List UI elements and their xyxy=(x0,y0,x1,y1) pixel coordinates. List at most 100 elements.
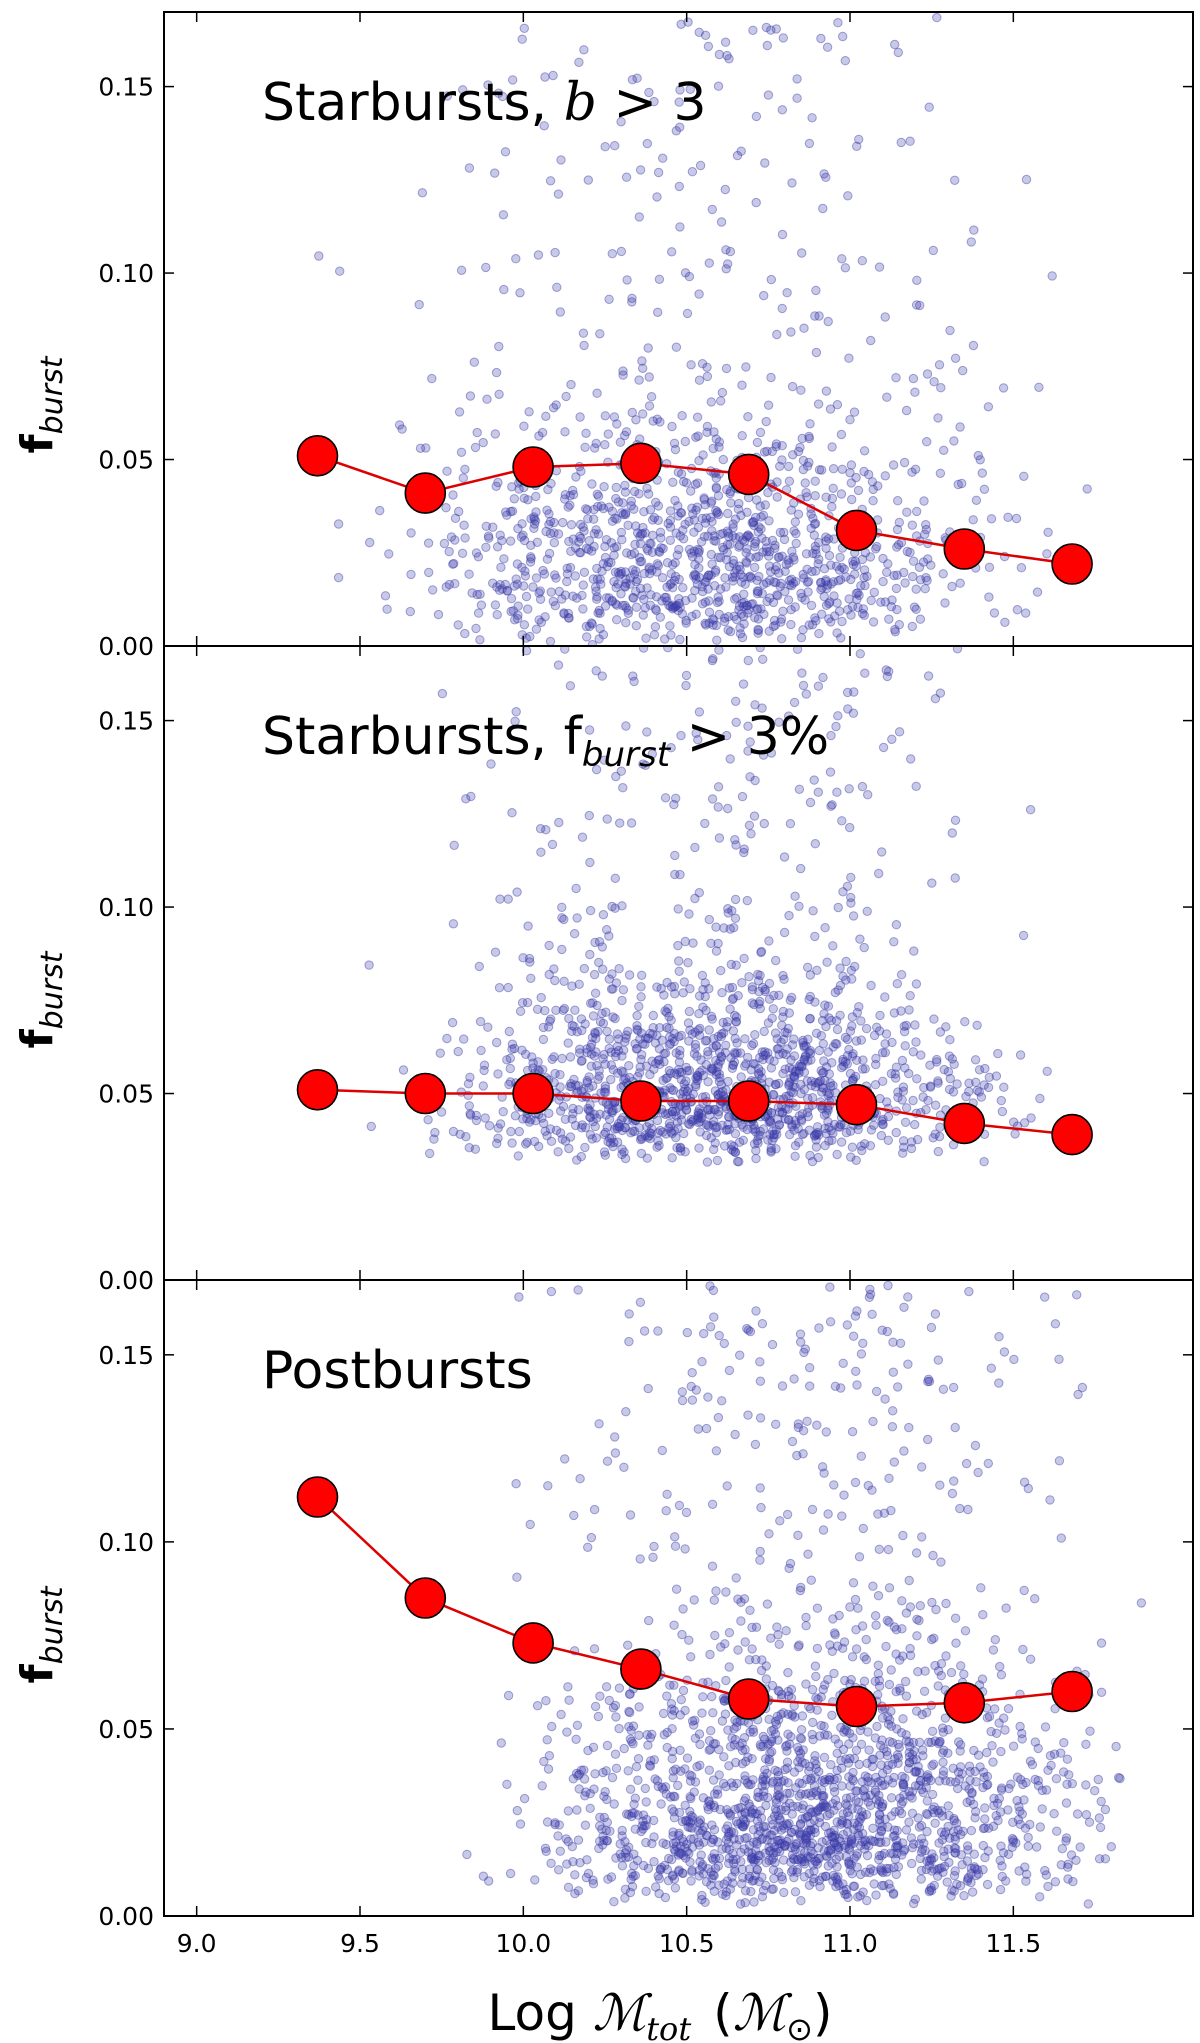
scatter-point xyxy=(874,262,885,272)
scatter-point xyxy=(895,1683,905,1694)
scatter-point xyxy=(663,1876,674,1886)
scatter-point xyxy=(658,1127,668,1137)
scatter-point xyxy=(1016,1775,1026,1785)
scatter-point xyxy=(784,1798,795,1808)
scatter-point xyxy=(671,1584,682,1594)
scatter-point xyxy=(708,1120,718,1130)
scatter-point xyxy=(722,526,733,536)
scatter-point xyxy=(1021,174,1032,185)
scatter-point xyxy=(748,1059,759,1069)
ylabel-main: f xyxy=(12,433,63,453)
scatter-point xyxy=(844,1860,855,1870)
scatter-point xyxy=(604,974,614,984)
scatter-point xyxy=(986,1363,996,1373)
scatter-point xyxy=(700,1897,710,1908)
scatter-point xyxy=(632,1020,642,1031)
scatter-point xyxy=(939,445,949,455)
scatter-point xyxy=(1023,1841,1034,1851)
scatter-point xyxy=(761,578,772,588)
scatter-point xyxy=(703,41,714,52)
scatter-point xyxy=(737,632,748,643)
scatter-point xyxy=(916,1821,927,1831)
scatter-point xyxy=(615,570,625,580)
scatter-point xyxy=(748,1775,758,1785)
scatter-point xyxy=(674,1866,684,1877)
scatter-point xyxy=(517,34,527,44)
scatter-point xyxy=(785,819,796,829)
scatter-point xyxy=(900,1773,910,1783)
scatter-point xyxy=(796,1088,806,1099)
scatter-point xyxy=(646,539,656,549)
scatter-point xyxy=(901,1736,911,1746)
scatter-point xyxy=(724,1112,734,1123)
scatter-point xyxy=(449,840,459,850)
scatter-point xyxy=(806,509,816,519)
scatter-point xyxy=(892,1724,902,1734)
scatter-point xyxy=(631,521,641,531)
scatter-point xyxy=(1021,1777,1031,1788)
scatter-point xyxy=(628,1126,638,1136)
scatter-point xyxy=(558,1005,568,1015)
scatter-point xyxy=(606,557,616,568)
scatter-point xyxy=(746,1779,756,1790)
scatter-point xyxy=(780,1114,790,1124)
scatter-point xyxy=(874,1796,885,1807)
scatter-point xyxy=(528,582,538,592)
scatter-point xyxy=(801,1612,811,1623)
scatter-point xyxy=(891,1625,902,1635)
scatter-point xyxy=(951,1843,961,1854)
scatter-point xyxy=(606,1047,616,1057)
scatter-point xyxy=(928,1550,938,1561)
scatter-point xyxy=(961,1091,971,1102)
scatter-point xyxy=(631,415,641,425)
scatter-point xyxy=(742,1323,752,1334)
scatter-point xyxy=(877,1768,888,1779)
scatter-point xyxy=(569,1074,579,1085)
scatter-point xyxy=(810,491,820,501)
scatter-point xyxy=(875,1750,885,1760)
scatter-point xyxy=(753,1131,763,1141)
scatter-point xyxy=(790,602,800,612)
scatter-point xyxy=(583,1103,593,1114)
scatter-point xyxy=(625,573,635,583)
scatter-point xyxy=(991,1071,1002,1081)
scatter-point xyxy=(908,571,918,582)
scatter-point xyxy=(766,567,776,577)
scatter-point xyxy=(783,1686,793,1697)
scatter-point xyxy=(810,839,820,849)
scatter-point xyxy=(585,1130,596,1140)
scatter-point xyxy=(806,1825,816,1836)
scatter-point xyxy=(1018,930,1029,941)
scatter-point xyxy=(560,490,570,500)
scatter-point xyxy=(703,1804,714,1815)
scatter-point xyxy=(508,606,518,616)
scatter-point xyxy=(808,1717,818,1728)
scatter-point xyxy=(975,1762,985,1772)
scatter-point xyxy=(927,1866,937,1876)
scatter-point xyxy=(620,581,630,591)
scatter-point xyxy=(686,1652,696,1662)
scatter-point xyxy=(979,1772,989,1783)
scatter-point xyxy=(923,1434,933,1445)
scatter-point xyxy=(509,1043,520,1054)
scatter-point xyxy=(806,1791,816,1801)
scatter-point xyxy=(641,1797,651,1807)
scatter-point xyxy=(706,1063,716,1073)
scatter-point xyxy=(687,167,698,177)
scatter-point xyxy=(752,437,763,448)
scatter-point xyxy=(670,602,680,612)
scatter-point xyxy=(833,18,843,28)
scatter-point xyxy=(687,593,697,603)
scatter-point xyxy=(682,1846,692,1857)
scatter-point xyxy=(651,1058,661,1069)
scatter-point xyxy=(525,1519,535,1530)
scatter-point xyxy=(651,592,662,602)
scatter-point xyxy=(819,169,829,179)
scatter-point xyxy=(939,1064,949,1075)
scatter-point xyxy=(784,1091,794,1101)
scatter-point xyxy=(794,1068,804,1078)
scatter-point xyxy=(870,1787,881,1798)
scatter-point xyxy=(922,1772,932,1782)
scatter-point xyxy=(832,1149,842,1160)
scatter-point xyxy=(612,419,622,429)
